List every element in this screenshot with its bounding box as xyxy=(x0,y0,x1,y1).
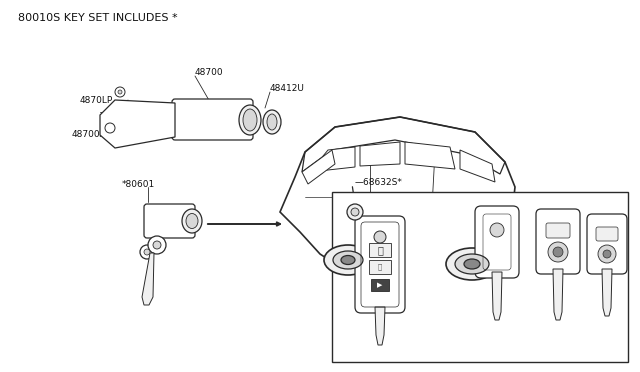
FancyBboxPatch shape xyxy=(172,99,253,140)
Polygon shape xyxy=(100,100,175,148)
Ellipse shape xyxy=(446,248,498,280)
Circle shape xyxy=(347,204,363,220)
Text: (MASTER-KEY): (MASTER-KEY) xyxy=(471,349,523,355)
Circle shape xyxy=(598,245,616,263)
Circle shape xyxy=(548,242,568,262)
Circle shape xyxy=(490,223,504,237)
Polygon shape xyxy=(460,150,495,182)
Text: SEC.253: SEC.253 xyxy=(340,198,375,206)
Text: ▶: ▶ xyxy=(378,282,383,288)
Bar xyxy=(369,243,391,257)
Polygon shape xyxy=(553,269,563,320)
FancyBboxPatch shape xyxy=(355,216,405,313)
Ellipse shape xyxy=(243,109,257,131)
Polygon shape xyxy=(360,142,400,166)
Text: FOR INTELLIGENCE KEY: FOR INTELLIGENCE KEY xyxy=(348,349,433,355)
Circle shape xyxy=(144,249,150,255)
FancyBboxPatch shape xyxy=(475,206,519,278)
FancyBboxPatch shape xyxy=(596,227,618,241)
Polygon shape xyxy=(602,269,612,316)
Text: 80600NA: 80600NA xyxy=(468,198,507,206)
Polygon shape xyxy=(302,117,505,174)
Text: 48700: 48700 xyxy=(195,67,223,77)
Ellipse shape xyxy=(324,245,372,275)
Polygon shape xyxy=(405,142,455,169)
Ellipse shape xyxy=(267,114,277,130)
Text: R998002C: R998002C xyxy=(578,356,625,365)
Text: (SUB-KEY): (SUB-KEY) xyxy=(564,349,600,355)
Circle shape xyxy=(140,245,154,259)
Ellipse shape xyxy=(263,110,281,134)
Bar xyxy=(371,279,389,291)
Ellipse shape xyxy=(464,259,480,269)
Ellipse shape xyxy=(333,251,363,269)
Circle shape xyxy=(118,90,122,94)
Ellipse shape xyxy=(455,254,489,274)
Text: 48412U: 48412U xyxy=(270,83,305,93)
Circle shape xyxy=(374,231,386,243)
Polygon shape xyxy=(375,307,385,345)
Circle shape xyxy=(105,123,115,133)
Circle shape xyxy=(148,236,166,254)
Polygon shape xyxy=(492,272,502,320)
Polygon shape xyxy=(302,150,335,184)
Text: 48700A: 48700A xyxy=(72,129,107,138)
Text: ⚿: ⚿ xyxy=(377,245,383,255)
FancyBboxPatch shape xyxy=(587,214,627,274)
Text: *80601: *80601 xyxy=(122,180,156,189)
Circle shape xyxy=(153,241,161,249)
Text: <285E3>: <285E3> xyxy=(340,208,381,217)
Bar xyxy=(332,192,628,362)
FancyBboxPatch shape xyxy=(536,209,580,274)
Circle shape xyxy=(603,250,611,258)
Ellipse shape xyxy=(182,209,202,233)
Text: 4870LP: 4870LP xyxy=(80,96,113,105)
FancyBboxPatch shape xyxy=(144,204,195,238)
Polygon shape xyxy=(280,117,515,277)
Text: 80600P: 80600P xyxy=(590,198,621,206)
Circle shape xyxy=(351,208,359,216)
Circle shape xyxy=(553,247,563,257)
Text: 80010S KEY SET INCLUDES *: 80010S KEY SET INCLUDES * xyxy=(18,13,178,23)
Text: 80600N: 80600N xyxy=(548,198,581,206)
Text: ⚾: ⚾ xyxy=(378,264,382,270)
Polygon shape xyxy=(142,253,154,305)
Bar xyxy=(369,260,391,274)
Text: —68632S*: —68632S* xyxy=(355,177,403,186)
FancyBboxPatch shape xyxy=(546,223,570,238)
Polygon shape xyxy=(310,147,355,172)
Ellipse shape xyxy=(186,214,198,228)
Ellipse shape xyxy=(341,256,355,264)
Ellipse shape xyxy=(239,105,261,135)
Circle shape xyxy=(115,87,125,97)
